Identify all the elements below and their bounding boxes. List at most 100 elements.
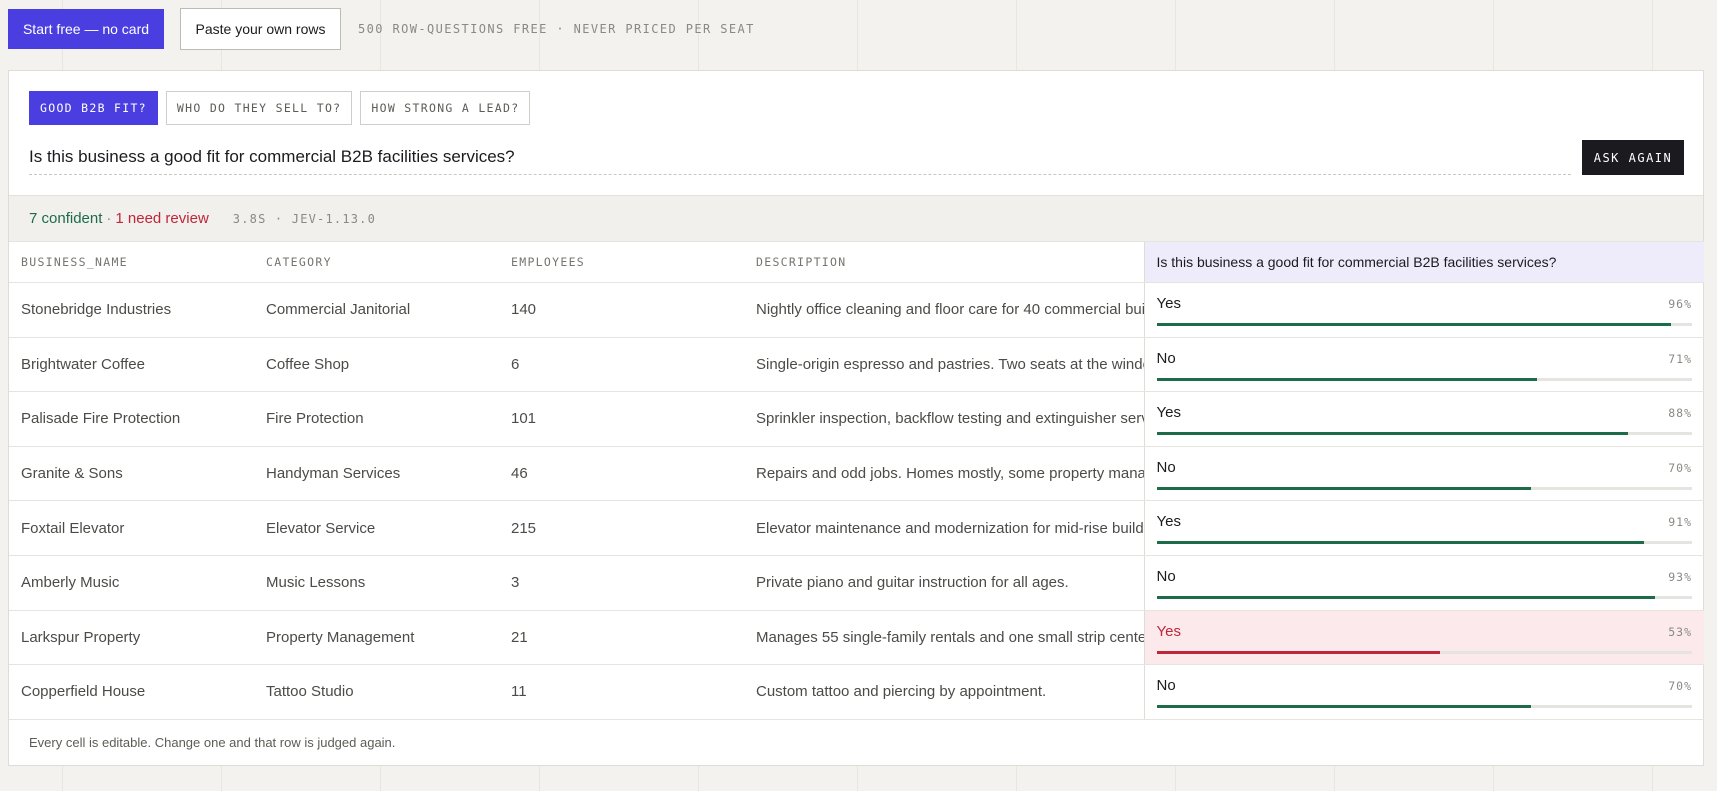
cell-description[interactable]: Single-origin espresso and pastries. Two… — [744, 337, 1144, 393]
confidence-bar-fill — [1156, 486, 1532, 490]
cell-category[interactable]: Handyman Services — [254, 446, 499, 502]
cell-business-name[interactable]: Foxtail Elevator — [9, 500, 254, 556]
answer-label: Yes — [1156, 404, 1181, 422]
run-meta: 3.8S · JEV-1.13.0 — [232, 211, 377, 226]
cell-employees[interactable]: 11 — [499, 664, 744, 720]
cell-description[interactable]: Private piano and guitar instruction for… — [744, 555, 1144, 611]
question-text: Is this business a good fit for commerci… — [29, 146, 515, 166]
status-bar: 7 confident · 1 need review 3.8S · JEV-1… — [9, 195, 1703, 241]
cell-answer[interactable]: Yes 53% — [1143, 610, 1704, 666]
cell-employees[interactable]: 46 — [499, 446, 744, 502]
table-row: Copperfield House Tattoo Studio 11 Custom t… — [9, 664, 1704, 720]
preset-good-b2b-fit[interactable]: GOOD B2B FIT? — [29, 91, 158, 125]
confidence-bar-fill — [1156, 595, 1655, 599]
cell-business-name[interactable]: Copperfield House — [9, 664, 254, 720]
cell-category[interactable]: Fire Protection — [254, 391, 499, 447]
cell-employees[interactable]: 6 — [499, 337, 744, 393]
confidence-bar — [1156, 650, 1692, 654]
cell-business-name[interactable]: Granite & Sons — [9, 446, 254, 502]
confidence-bar-fill — [1156, 541, 1644, 545]
confidence-bar — [1156, 705, 1692, 709]
paste-rows-button[interactable]: Paste your own rows — [180, 8, 341, 50]
start-free-button[interactable]: Start free — no card — [8, 9, 164, 49]
header-employees: EMPLOYEES — [499, 241, 744, 283]
table-row: Foxtail Elevator Elevator Service 215 Eleva… — [9, 500, 1704, 556]
confidence-percent: 70% — [1668, 460, 1692, 475]
confidence-percent: 96% — [1668, 297, 1692, 311]
question-input[interactable]: Is this business a good fit for commerci… — [29, 139, 1571, 175]
header-question: Is this business a good fit for commerci… — [1143, 241, 1704, 283]
preset-lead-strength[interactable]: HOW STRONG A LEAD? — [360, 91, 531, 125]
cell-answer[interactable]: Yes 91% — [1143, 500, 1704, 556]
header-business-name: BUSINESS_NAME — [9, 241, 254, 283]
cell-employees[interactable]: 215 — [499, 500, 744, 556]
confidence-bar — [1156, 432, 1692, 436]
cell-category[interactable]: Music Lessons — [254, 555, 499, 611]
results-table: BUSINESS_NAME CATEGORY EMPLOYEES DESCRIP… — [9, 241, 1704, 720]
cell-employees[interactable]: 140 — [499, 282, 744, 338]
cell-category[interactable]: Property Management — [254, 610, 499, 666]
cell-answer[interactable]: Yes 96% — [1143, 282, 1704, 338]
answer-label: Yes — [1156, 295, 1181, 312]
answer-label: No — [1156, 567, 1176, 585]
cell-answer[interactable]: No 70% — [1143, 664, 1704, 720]
confidence-bar-fill — [1156, 377, 1537, 381]
ask-again-button[interactable]: ASK AGAIN — [1582, 140, 1684, 175]
preset-who-they-sell-to[interactable]: WHO DO THEY SELL TO? — [165, 91, 353, 125]
cell-business-name[interactable]: Brightwater Coffee — [9, 337, 254, 393]
cell-business-name[interactable]: Stonebridge Industries — [9, 282, 254, 338]
answer-label: Yes — [1156, 622, 1181, 640]
confidence-percent: 70% — [1668, 679, 1692, 694]
cell-employees[interactable]: 101 — [499, 391, 744, 447]
cell-category[interactable]: Commercial Janitorial — [254, 282, 499, 338]
cell-business-name[interactable]: Amberly Music — [9, 555, 254, 611]
confidence-bar — [1156, 323, 1692, 326]
cell-description[interactable]: Custom tattoo and piercing by appointmen… — [744, 664, 1144, 720]
cell-description[interactable]: Sprinkler inspection, backflow testing a… — [744, 391, 1144, 447]
confidence-bar-fill — [1156, 705, 1532, 709]
cell-business-name[interactable]: Palisade Fire Protection — [9, 391, 254, 447]
table-header-row: BUSINESS_NAME CATEGORY EMPLOYEES DESCRIP… — [9, 241, 1704, 283]
answer-label: Yes — [1156, 513, 1181, 531]
table-row: Larkspur Property Property Management 21 Ma… — [9, 610, 1704, 666]
confidence-bar — [1156, 486, 1692, 490]
cell-answer[interactable]: Yes 88% — [1143, 391, 1704, 447]
confidence-bar-fill — [1156, 432, 1628, 436]
cell-category[interactable]: Elevator Service — [254, 500, 499, 556]
confidence-bar — [1156, 377, 1692, 381]
cell-category[interactable]: Coffee Shop — [254, 337, 499, 393]
confidence-percent: 88% — [1668, 406, 1692, 421]
table-row: Brightwater Coffee Coffee Shop 6 Single-ori… — [9, 337, 1704, 393]
pricing-note: 500 ROW-QUESTIONS FREE · NEVER PRICED PE… — [358, 22, 755, 36]
cta-row: Start free — no card Paste your own rows… — [8, 8, 755, 50]
cell-description[interactable]: Repairs and odd jobs. Homes mostly, some… — [744, 446, 1144, 502]
table-row: Stonebridge Industries Commercial Janitor… — [9, 282, 1704, 338]
confidence-percent: 71% — [1668, 351, 1692, 366]
answer-label: No — [1156, 349, 1176, 367]
header-category: CATEGORY — [254, 241, 499, 283]
table-row: Granite & Sons Handyman Services 46 Repairs… — [9, 446, 1704, 502]
cell-answer[interactable]: No 71% — [1143, 337, 1704, 393]
cell-description[interactable]: Manages 55 single-family rentals and one… — [744, 610, 1144, 666]
cell-business-name[interactable]: Larkspur Property — [9, 610, 254, 666]
confident-count: 7 confident — [29, 210, 103, 227]
cell-description[interactable]: Nightly office cleaning and floor care f… — [744, 282, 1144, 338]
confidence-percent: 91% — [1668, 515, 1692, 530]
answer-label: No — [1156, 458, 1176, 476]
confidence-bar — [1156, 541, 1692, 545]
cell-answer[interactable]: No 70% — [1143, 446, 1704, 502]
cell-category[interactable]: Tattoo Studio — [254, 664, 499, 720]
confidence-bar-fill — [1156, 323, 1671, 326]
cell-description[interactable]: Elevator maintenance and modernization f… — [744, 500, 1144, 556]
question-panel: GOOD B2B FIT? WHO DO THEY SELL TO? HOW S… — [9, 71, 1703, 195]
confidence-bar-fill — [1156, 650, 1441, 654]
review-count[interactable]: 1 need review — [115, 210, 209, 227]
confidence-bar — [1156, 595, 1692, 599]
demo-card: GOOD B2B FIT? WHO DO THEY SELL TO? HOW S… — [8, 70, 1704, 766]
answer-label: No — [1156, 677, 1176, 695]
table-row: Amberly Music Music Lessons 3 Private piano… — [9, 555, 1704, 611]
cell-employees[interactable]: 3 — [499, 555, 744, 611]
cell-answer[interactable]: No 93% — [1143, 555, 1704, 611]
header-description: DESCRIPTION — [744, 241, 1144, 283]
cell-employees[interactable]: 21 — [499, 610, 744, 666]
